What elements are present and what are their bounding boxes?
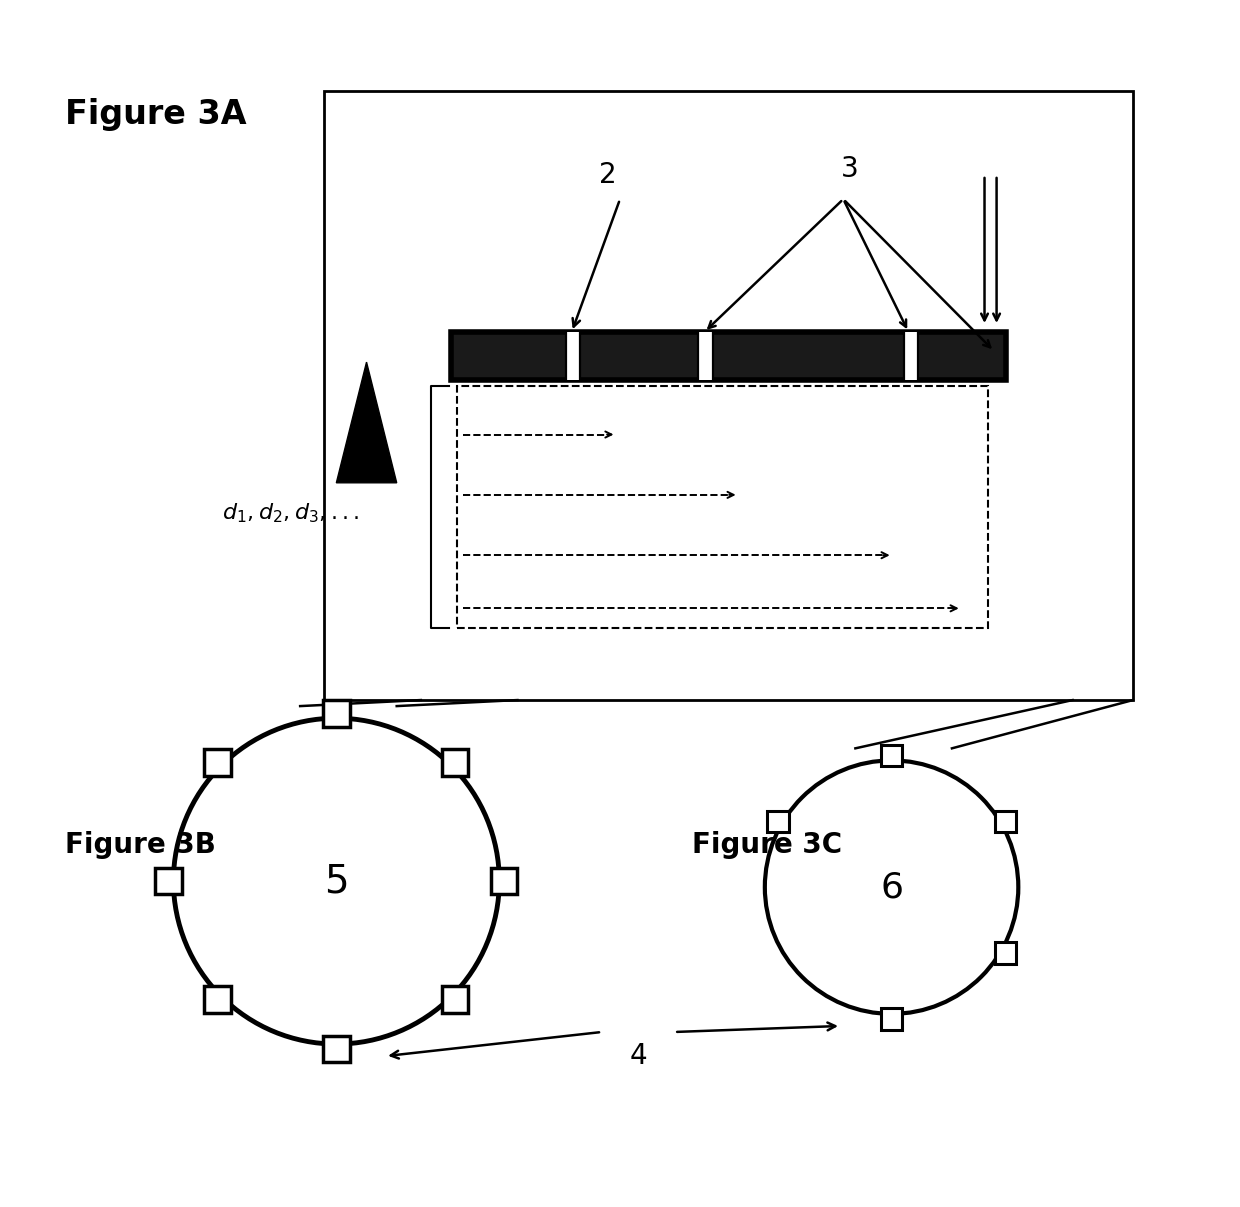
- Bar: [324, 1036, 350, 1062]
- Bar: [880, 745, 903, 766]
- Text: 2: 2: [599, 161, 616, 189]
- Bar: [205, 986, 231, 1013]
- Bar: [155, 868, 182, 894]
- Bar: [441, 986, 469, 1013]
- Bar: [766, 811, 789, 833]
- Bar: [441, 750, 469, 776]
- Bar: [994, 941, 1017, 963]
- Text: Figure 3B: Figure 3B: [64, 830, 216, 859]
- Text: Figure 3A: Figure 3A: [64, 98, 247, 132]
- Bar: [324, 700, 350, 727]
- Polygon shape: [336, 362, 397, 483]
- Bar: [994, 811, 1017, 833]
- Text: Figure 3C: Figure 3C: [692, 830, 842, 859]
- Text: 3: 3: [841, 154, 858, 183]
- Bar: [205, 750, 231, 776]
- Text: 5: 5: [324, 862, 348, 900]
- Bar: [880, 1008, 903, 1030]
- Text: $d_1, d_2, d_3,...$: $d_1, d_2, d_3,...$: [222, 501, 360, 525]
- Bar: [491, 868, 517, 894]
- Text: 4: 4: [629, 1042, 647, 1071]
- Bar: [565, 332, 580, 380]
- Text: 6: 6: [880, 870, 903, 904]
- Bar: [904, 332, 918, 380]
- Bar: [325, 91, 1133, 700]
- Bar: [698, 332, 713, 380]
- Bar: [451, 332, 1006, 380]
- Bar: [458, 386, 988, 628]
